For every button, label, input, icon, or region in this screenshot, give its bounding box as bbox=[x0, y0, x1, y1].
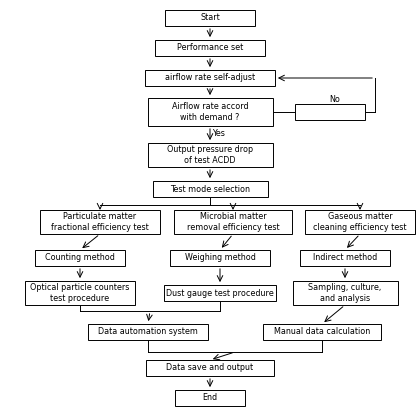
Bar bbox=[305, 210, 415, 234]
Bar bbox=[300, 250, 390, 266]
Bar bbox=[40, 210, 160, 234]
Bar bbox=[295, 104, 365, 120]
Text: End: End bbox=[202, 394, 218, 402]
Text: Output pressure drop
of test ACDD: Output pressure drop of test ACDD bbox=[167, 145, 253, 165]
Text: Performance set: Performance set bbox=[177, 44, 243, 52]
Text: No: No bbox=[330, 95, 341, 105]
Bar bbox=[146, 360, 274, 376]
Bar bbox=[88, 324, 208, 340]
Bar bbox=[25, 281, 135, 305]
Text: Gaseous matter
cleaning efficiency test: Gaseous matter cleaning efficiency test bbox=[313, 212, 407, 232]
Bar bbox=[147, 98, 273, 126]
Text: Test mode selection: Test mode selection bbox=[170, 184, 250, 194]
Bar bbox=[170, 250, 270, 266]
Text: Sampling, culture,
and analysis: Sampling, culture, and analysis bbox=[308, 284, 382, 303]
Bar bbox=[175, 390, 245, 406]
Text: Microbial matter
removal efficiency test: Microbial matter removal efficiency test bbox=[186, 212, 279, 232]
Bar bbox=[35, 250, 125, 266]
Bar bbox=[165, 10, 255, 26]
Text: Data save and output: Data save and output bbox=[166, 363, 254, 373]
Bar bbox=[155, 40, 265, 56]
Bar bbox=[145, 70, 275, 86]
Text: Weighing method: Weighing method bbox=[184, 254, 255, 262]
Text: airflow rate self-adjust: airflow rate self-adjust bbox=[165, 74, 255, 82]
Text: Manual data calculation: Manual data calculation bbox=[274, 328, 370, 336]
Text: Start: Start bbox=[200, 13, 220, 23]
Text: Airflow rate accord
with demand ?: Airflow rate accord with demand ? bbox=[172, 102, 248, 122]
Text: Yes: Yes bbox=[212, 129, 224, 137]
Bar bbox=[292, 281, 397, 305]
Text: Optical particle counters
test procedure: Optical particle counters test procedure bbox=[30, 284, 130, 303]
Text: Counting method: Counting method bbox=[45, 254, 115, 262]
Text: Indirect method: Indirect method bbox=[313, 254, 377, 262]
Bar bbox=[152, 181, 268, 197]
Bar bbox=[174, 210, 292, 234]
Text: Particulate matter
fractional efficiency test: Particulate matter fractional efficiency… bbox=[51, 212, 149, 232]
Bar bbox=[263, 324, 381, 340]
Text: Data automation system: Data automation system bbox=[98, 328, 198, 336]
Bar bbox=[164, 285, 276, 301]
Text: Dust gauge test procedure: Dust gauge test procedure bbox=[166, 289, 274, 297]
Bar bbox=[147, 143, 273, 167]
